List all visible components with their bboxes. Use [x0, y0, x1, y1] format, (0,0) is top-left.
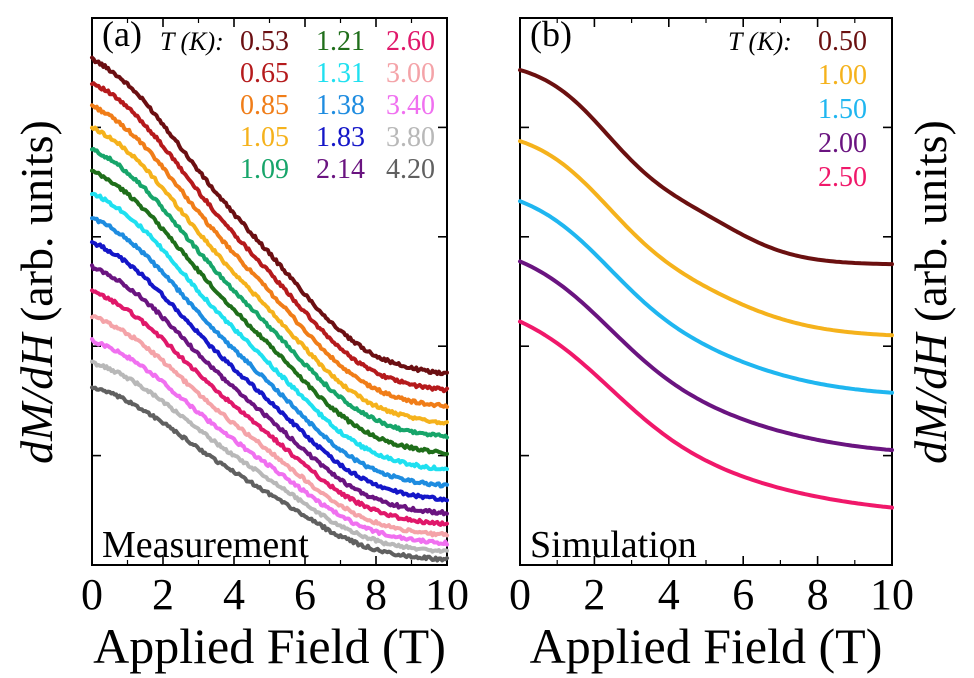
series-line-2.14	[90, 263, 449, 517]
corner-text: Simulation	[530, 524, 697, 566]
y-axis-label: dM/dH (arb. units)	[905, 120, 956, 464]
legend-entry: 1.38	[316, 90, 365, 121]
series-line-1.38	[90, 216, 449, 489]
legend-entry: 1.09	[240, 154, 289, 185]
series-line-2.60	[90, 288, 449, 527]
legend-entry: 0.85	[240, 90, 289, 121]
x-tick-label: 4	[223, 570, 245, 619]
x-tick-label: 6	[294, 570, 316, 619]
legend-entry: 2.00	[818, 128, 867, 159]
series-line-2.50	[518, 319, 894, 510]
x-tick-label: 2	[152, 570, 174, 619]
series-line-0.50	[518, 68, 894, 267]
x-axis-label: Applied Field (T)	[93, 618, 446, 674]
panel-label: (a)	[102, 14, 142, 54]
legend-entry: 3.80	[386, 122, 435, 153]
legend-entry: 2.14	[316, 154, 365, 185]
y-axis-label-var: dM/dH	[905, 331, 956, 464]
y-axis-label-unit: (arb. units)	[905, 120, 956, 333]
series-line-2.00	[518, 259, 894, 453]
y-axis-label-var: dM/dH	[11, 331, 62, 464]
legend-entry: 1.05	[240, 122, 289, 153]
corner-text: Measurement	[102, 524, 309, 566]
legend-entry: 1.50	[818, 94, 867, 125]
legend-entry: 2.60	[386, 26, 435, 57]
legend-entry: 3.00	[386, 58, 435, 89]
x-tick-label: 10	[870, 570, 914, 619]
x-tick-label: 6	[732, 570, 754, 619]
y-axis-label: dM/dH (arb. units)	[11, 120, 62, 464]
x-tick-label: 0	[81, 570, 103, 619]
legend-entry: 0.50	[818, 26, 867, 57]
series-line-1.21	[90, 168, 449, 457]
series-line-1.31	[90, 191, 449, 472]
x-tick-label: 4	[658, 570, 680, 619]
legend-entry: 0.65	[240, 58, 289, 89]
legend-entry: 2.50	[818, 162, 867, 193]
series-line-3.00	[90, 314, 449, 538]
series-line-0.53	[90, 55, 449, 377]
legend-entry: 0.53	[240, 26, 289, 57]
series-line-1.05	[90, 125, 449, 426]
legend-entry: 4.20	[386, 154, 435, 185]
series-line-0.65	[90, 81, 449, 394]
series-line-3.40	[90, 337, 449, 547]
x-tick-label: 8	[365, 570, 387, 619]
x-tick-label: 0	[509, 570, 531, 619]
series-line-1.50	[518, 199, 894, 395]
legend-entry: 3.40	[386, 90, 435, 121]
x-tick-label: 8	[807, 570, 829, 619]
series-line-4.20	[90, 385, 449, 563]
x-tick-label: 10	[425, 570, 469, 619]
y-axis-label-unit: (arb. units)	[11, 120, 62, 333]
legend-entry: 1.00	[818, 60, 867, 91]
legend-entry: 1.83	[316, 122, 365, 153]
series-line-1.83	[90, 240, 449, 503]
series-line-0.85	[90, 103, 449, 409]
series-line-1.09	[90, 147, 449, 440]
legend-entry: 1.31	[316, 58, 365, 89]
x-axis-label: Applied Field (T)	[530, 618, 883, 674]
legend-entry: 1.21	[316, 26, 365, 57]
legend-title: T (K):	[160, 27, 224, 56]
legend-title-text: T (K):	[160, 27, 224, 56]
legend-title: T (K):	[728, 27, 792, 56]
series-line-3.80	[90, 359, 449, 554]
panel-label: (b)	[530, 14, 572, 54]
x-tick-label: 2	[583, 570, 605, 619]
series-line-1.00	[518, 139, 894, 338]
